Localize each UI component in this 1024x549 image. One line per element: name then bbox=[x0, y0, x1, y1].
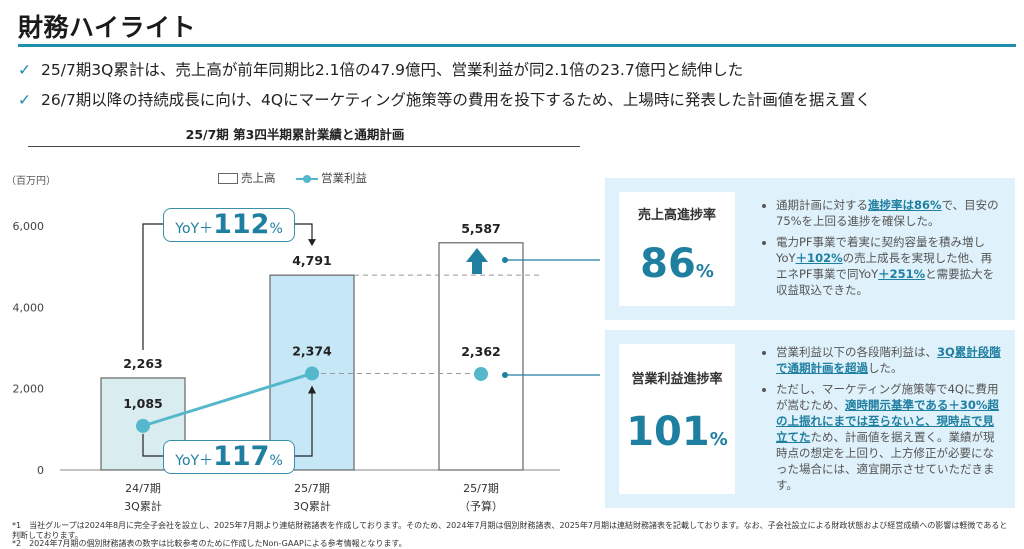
y-tick-label: 4,000 bbox=[13, 301, 45, 314]
footnote-1: *1 当社グループは2024年8月に完全子会社を設立し、2025年7月期より連結… bbox=[12, 521, 1012, 541]
op-progress-value: 101% bbox=[619, 409, 735, 455]
op-progress-unit: % bbox=[710, 429, 728, 450]
sales-progress-unit: % bbox=[696, 261, 714, 282]
y-tick-label: 6,000 bbox=[13, 220, 45, 233]
op-point bbox=[136, 419, 150, 433]
op-note-2: ただし、マーケティング施策等で4Qに費用が嵩むため、適時開示基準である＋30%超… bbox=[776, 381, 1002, 493]
sales-yoy-bracket-right bbox=[293, 224, 312, 245]
x-tick-label: （予算） bbox=[459, 499, 503, 513]
sales-yoy-callout: YoY＋112% bbox=[163, 208, 295, 242]
sales-yoy-suffix: % bbox=[269, 221, 282, 237]
sales-note-1: 通期計画に対する進捗率は86%で、目安の75%を上回る進捗を確保した。 bbox=[776, 197, 1002, 229]
sales-progress-value: 86% bbox=[619, 241, 735, 287]
op-yoy-prefix: YoY＋ bbox=[175, 453, 213, 469]
op-progress-label: 営業利益進捗率 bbox=[619, 368, 735, 387]
x-tick-label: 25/7期 bbox=[294, 482, 330, 495]
sales-yoy-prefix: YoY＋ bbox=[175, 221, 213, 237]
sales-progress-notes: 通期計画に対する進捗率は86%で、目安の75%を上回る進捗を確保した。 電力PF… bbox=[762, 197, 1002, 303]
chart-plot: 0 2,000 4,000 6,000 2,263 4,791 5,587 24/7期 3Q累計… bbox=[0, 0, 600, 549]
sales-yoy-arrow-icon bbox=[308, 239, 316, 246]
op-point bbox=[305, 366, 319, 380]
sales-value-label: 4,791 bbox=[292, 253, 332, 268]
op-value-label: 2,362 bbox=[461, 344, 501, 359]
op-value-label: 1,085 bbox=[123, 396, 163, 411]
op-progress-card: 営業利益進捗率 101% bbox=[619, 344, 735, 494]
sales-progress-card: 売上高進捗率 86% bbox=[619, 192, 735, 306]
sales-progress-number: 86 bbox=[640, 241, 696, 287]
op-note-1: 営業利益以下の各段階利益は、3Q累計段階で通期計画を超過した。 bbox=[776, 344, 1002, 376]
sales-value-label: 5,587 bbox=[461, 221, 501, 236]
op-yoy-value: 117 bbox=[213, 441, 269, 472]
sales-yoy-value: 112 bbox=[213, 209, 269, 240]
x-tick-label: 25/7期 bbox=[463, 482, 499, 495]
op-point bbox=[474, 367, 488, 381]
op-progress-number: 101 bbox=[626, 409, 710, 455]
footnote-2: *2 2024年7月期の個別財務諸表の数字は比較参考のために作成したNon-GA… bbox=[12, 539, 1012, 549]
sales-progress-label: 売上高進捗率 bbox=[619, 204, 735, 223]
x-tick-label: 24/7期 bbox=[125, 482, 161, 495]
op-value-label: 2,374 bbox=[292, 343, 332, 358]
y-tick-label: 0 bbox=[37, 464, 44, 477]
x-tick-label: 3Q累計 bbox=[293, 499, 331, 513]
op-yoy-suffix: % bbox=[269, 453, 282, 469]
sales-yoy-bracket-left bbox=[143, 224, 163, 350]
y-tick-label: 2,000 bbox=[13, 383, 45, 396]
op-yoy-callout: YoY＋117% bbox=[163, 440, 295, 474]
x-tick-label: 3Q累計 bbox=[124, 499, 162, 513]
sales-note-2: 電力PF事業で着実に契約容量を積み増しYoY＋102%の売上成長を実現した他、再… bbox=[776, 234, 1002, 298]
op-progress-notes: 営業利益以下の各段階利益は、3Q累計段階で通期計画を超過した。 ただし、マーケテ… bbox=[762, 344, 1002, 498]
sales-value-label: 2,263 bbox=[123, 356, 163, 371]
